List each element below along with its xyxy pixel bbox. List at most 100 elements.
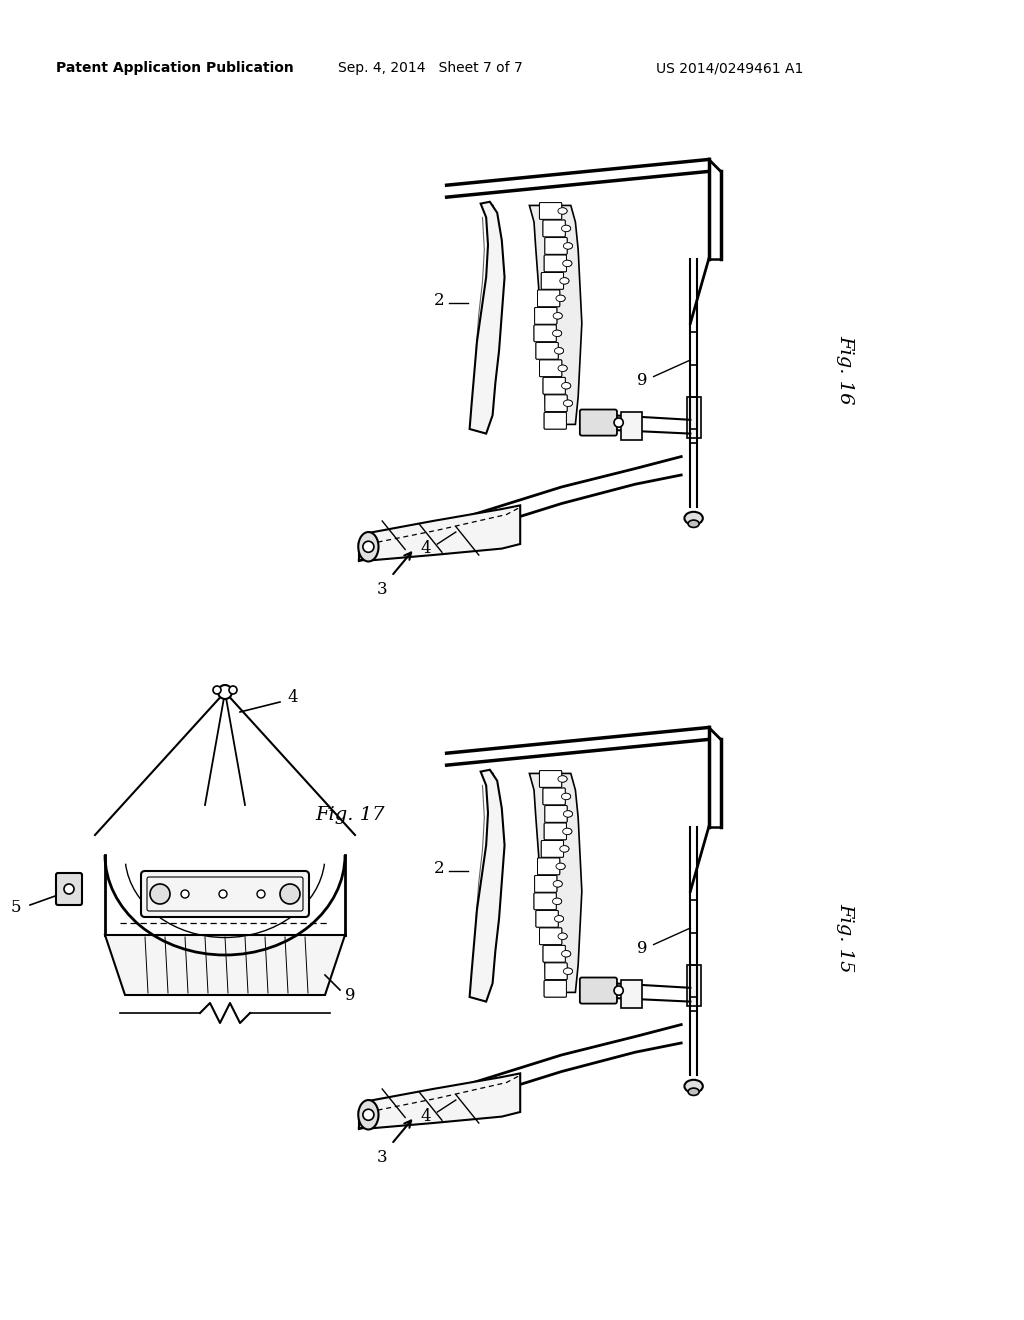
- FancyBboxPatch shape: [538, 290, 560, 306]
- Polygon shape: [369, 506, 520, 561]
- Ellipse shape: [553, 880, 562, 887]
- Ellipse shape: [560, 846, 569, 853]
- Ellipse shape: [558, 207, 567, 214]
- Polygon shape: [105, 935, 345, 995]
- Ellipse shape: [553, 313, 562, 319]
- Ellipse shape: [560, 277, 569, 284]
- FancyBboxPatch shape: [540, 360, 562, 376]
- FancyBboxPatch shape: [544, 255, 566, 272]
- Circle shape: [213, 686, 221, 694]
- Ellipse shape: [561, 383, 570, 389]
- Text: 9: 9: [637, 940, 648, 957]
- Circle shape: [219, 890, 227, 898]
- FancyBboxPatch shape: [542, 841, 563, 857]
- Ellipse shape: [558, 933, 567, 940]
- Ellipse shape: [560, 277, 569, 284]
- FancyBboxPatch shape: [540, 771, 562, 787]
- Ellipse shape: [688, 520, 699, 528]
- FancyBboxPatch shape: [545, 395, 567, 412]
- FancyBboxPatch shape: [542, 272, 563, 289]
- Text: 3: 3: [377, 1150, 387, 1167]
- FancyBboxPatch shape: [544, 412, 566, 429]
- FancyBboxPatch shape: [538, 858, 560, 875]
- Polygon shape: [470, 202, 505, 433]
- Text: 5: 5: [10, 899, 22, 916]
- FancyBboxPatch shape: [536, 911, 558, 927]
- Text: Fig. 17: Fig. 17: [315, 807, 385, 824]
- Text: 9: 9: [637, 372, 648, 388]
- FancyBboxPatch shape: [535, 892, 556, 909]
- Ellipse shape: [553, 898, 562, 904]
- Ellipse shape: [553, 330, 562, 337]
- FancyBboxPatch shape: [536, 342, 558, 359]
- FancyBboxPatch shape: [580, 409, 616, 436]
- FancyBboxPatch shape: [544, 981, 566, 997]
- Circle shape: [63, 884, 74, 894]
- FancyBboxPatch shape: [535, 892, 556, 909]
- Polygon shape: [470, 770, 505, 1002]
- Ellipse shape: [358, 1100, 379, 1130]
- FancyBboxPatch shape: [544, 412, 566, 429]
- FancyBboxPatch shape: [543, 220, 565, 236]
- FancyBboxPatch shape: [141, 871, 309, 917]
- Ellipse shape: [563, 810, 572, 817]
- FancyBboxPatch shape: [540, 202, 562, 219]
- FancyBboxPatch shape: [544, 981, 566, 997]
- FancyBboxPatch shape: [545, 805, 567, 822]
- Polygon shape: [369, 1073, 520, 1129]
- Ellipse shape: [563, 400, 572, 407]
- Ellipse shape: [561, 793, 570, 800]
- Ellipse shape: [558, 366, 567, 371]
- Circle shape: [218, 685, 232, 700]
- FancyBboxPatch shape: [535, 308, 557, 325]
- Ellipse shape: [554, 916, 563, 923]
- Ellipse shape: [561, 226, 570, 232]
- FancyBboxPatch shape: [540, 928, 562, 945]
- Circle shape: [229, 686, 237, 694]
- Polygon shape: [529, 774, 582, 993]
- Text: Patent Application Publication: Patent Application Publication: [56, 61, 294, 75]
- Ellipse shape: [561, 383, 570, 389]
- Ellipse shape: [553, 898, 562, 904]
- FancyBboxPatch shape: [536, 342, 558, 359]
- Circle shape: [614, 986, 624, 995]
- FancyBboxPatch shape: [542, 272, 563, 289]
- Ellipse shape: [563, 810, 572, 817]
- Circle shape: [362, 541, 374, 552]
- Ellipse shape: [561, 950, 570, 957]
- Ellipse shape: [563, 243, 572, 249]
- FancyBboxPatch shape: [538, 858, 560, 875]
- Ellipse shape: [556, 296, 565, 301]
- Ellipse shape: [562, 828, 571, 834]
- Ellipse shape: [562, 260, 571, 267]
- Ellipse shape: [358, 532, 379, 561]
- FancyBboxPatch shape: [542, 841, 563, 857]
- Ellipse shape: [560, 846, 569, 853]
- Ellipse shape: [561, 793, 570, 800]
- FancyBboxPatch shape: [544, 255, 566, 272]
- Circle shape: [257, 890, 265, 898]
- FancyBboxPatch shape: [544, 824, 566, 840]
- Text: 3: 3: [377, 582, 387, 598]
- Ellipse shape: [563, 968, 572, 974]
- FancyBboxPatch shape: [687, 397, 700, 438]
- Ellipse shape: [554, 916, 563, 923]
- Text: Fig. 15: Fig. 15: [836, 903, 854, 973]
- Ellipse shape: [556, 296, 565, 301]
- FancyBboxPatch shape: [543, 945, 565, 962]
- FancyBboxPatch shape: [538, 290, 560, 306]
- Ellipse shape: [556, 863, 565, 870]
- Ellipse shape: [563, 400, 572, 407]
- Ellipse shape: [558, 933, 567, 940]
- FancyBboxPatch shape: [56, 873, 82, 906]
- Text: Fig. 16: Fig. 16: [836, 335, 854, 405]
- FancyBboxPatch shape: [535, 875, 557, 892]
- FancyBboxPatch shape: [540, 360, 562, 376]
- Text: 4: 4: [288, 689, 298, 706]
- FancyBboxPatch shape: [545, 395, 567, 412]
- Text: 2: 2: [434, 292, 444, 309]
- Ellipse shape: [558, 776, 567, 783]
- FancyBboxPatch shape: [540, 928, 562, 945]
- Circle shape: [362, 1109, 374, 1121]
- FancyBboxPatch shape: [545, 805, 567, 822]
